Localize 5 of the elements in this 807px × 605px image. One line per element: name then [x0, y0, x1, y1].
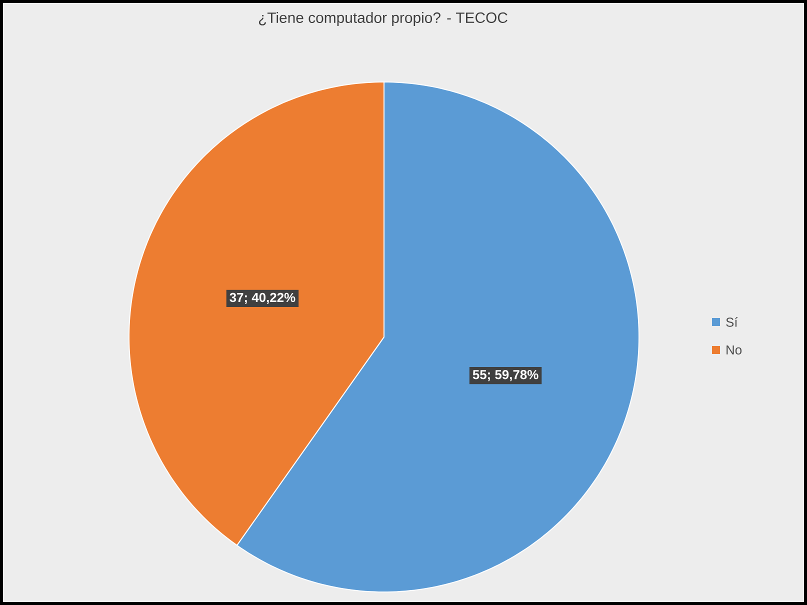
legend-label: Sí: [726, 317, 738, 327]
chart-title: ¿Tiene computador propio? - TECOC: [258, 12, 508, 26]
data-label: 55; 59,78%: [472, 370, 538, 382]
legend-label: No: [726, 345, 742, 355]
data-label: 37; 40,22%: [230, 292, 296, 304]
